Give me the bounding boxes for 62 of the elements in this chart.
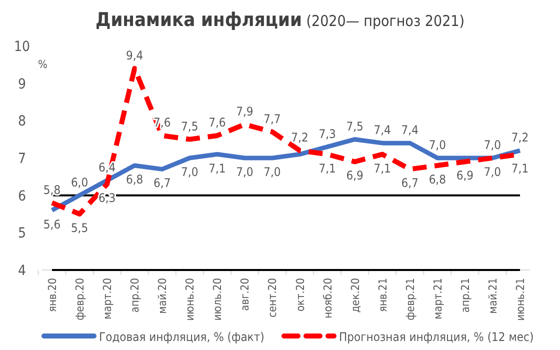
x-tick-label: авг.20 bbox=[238, 278, 252, 311]
x-tick-label: апр.20 bbox=[128, 278, 142, 313]
data-label: 7,0 bbox=[428, 138, 446, 152]
y-tick-label: 5 bbox=[18, 226, 26, 242]
data-label: 7,0 bbox=[484, 165, 502, 179]
data-label: 9,4 bbox=[126, 48, 144, 62]
chart-title: Динамика инфляции bbox=[95, 9, 302, 31]
data-label: 7,0 bbox=[264, 165, 281, 179]
data-label: 7,9 bbox=[236, 104, 254, 118]
x-tick-label: нояб.20 bbox=[321, 278, 334, 318]
data-label: 7,0 bbox=[181, 165, 198, 179]
data-label: 7,2 bbox=[291, 130, 308, 145]
data-label: 6,4 bbox=[98, 160, 116, 174]
x-tick-label: май.21 bbox=[486, 278, 500, 314]
data-label: 7,1 bbox=[511, 161, 529, 176]
data-label: 7,4 bbox=[374, 123, 392, 138]
data-label: 6,8 bbox=[428, 172, 446, 186]
data-label: 7,1 bbox=[318, 161, 336, 176]
y-tick-label: 8 bbox=[18, 114, 26, 130]
data-label: 7,0 bbox=[236, 165, 254, 179]
legend-label: Годовая инфляция, % (факт) bbox=[99, 330, 264, 344]
y-tick-label: 9 bbox=[18, 76, 26, 92]
x-tick-label: февр.20 bbox=[74, 278, 87, 320]
data-label: 7,2 bbox=[511, 130, 529, 145]
data-label: 6,0 bbox=[70, 175, 88, 190]
data-label: 7,3 bbox=[318, 126, 336, 141]
y-tick-label: 4 bbox=[18, 263, 26, 279]
x-tick-label: окт.20 bbox=[294, 278, 307, 312]
x-tick-label: февр.21 bbox=[404, 278, 417, 320]
x-tick-label: июль.20 bbox=[211, 278, 224, 321]
data-label: 7,7 bbox=[264, 112, 281, 126]
data-label: 5,6 bbox=[43, 217, 61, 232]
data-label: 6,9 bbox=[456, 168, 474, 183]
legend-label: Прогнозная инфляция, % (12 мес) bbox=[339, 330, 534, 344]
x-tick-label: апр.21 bbox=[458, 278, 472, 313]
data-label: 7,5 bbox=[181, 119, 198, 134]
y-axis-title: % bbox=[38, 58, 48, 71]
data-label: 6,7 bbox=[154, 176, 171, 190]
x-tick-label: март.21 bbox=[431, 278, 444, 320]
data-label: 5,8 bbox=[43, 182, 61, 197]
data-label: 7,1 bbox=[208, 161, 226, 176]
x-tick-label: июнь.21 bbox=[514, 278, 527, 321]
data-label: 5,5 bbox=[70, 221, 88, 235]
y-tick-label: 7 bbox=[18, 151, 26, 167]
data-label: 7,5 bbox=[346, 119, 364, 134]
x-tick-label: июнь.20 bbox=[184, 278, 197, 321]
x-tick-label: дек.20 bbox=[348, 278, 362, 313]
x-tick-label: янв.21 bbox=[376, 278, 390, 312]
y-tick-label: 10 bbox=[14, 39, 30, 55]
data-label: 7,1 bbox=[374, 161, 391, 176]
x-tick-label: март.20 bbox=[101, 278, 114, 320]
data-label: 7,6 bbox=[208, 116, 226, 130]
data-label: 6,9 bbox=[346, 168, 364, 183]
data-label: 6,7 bbox=[401, 176, 418, 190]
chart-subtitle: (2020— прогноз 2021) bbox=[302, 12, 465, 30]
y-tick-label: 6 bbox=[18, 188, 26, 204]
data-label: 6,8 bbox=[126, 172, 144, 186]
x-tick-label: янв.20 bbox=[46, 278, 59, 312]
data-label: 7,4 bbox=[401, 123, 419, 138]
data-label: 7,0 bbox=[484, 138, 502, 152]
x-tick-label: май.20 bbox=[156, 278, 170, 314]
x-tick-label: сент.20 bbox=[266, 278, 280, 318]
